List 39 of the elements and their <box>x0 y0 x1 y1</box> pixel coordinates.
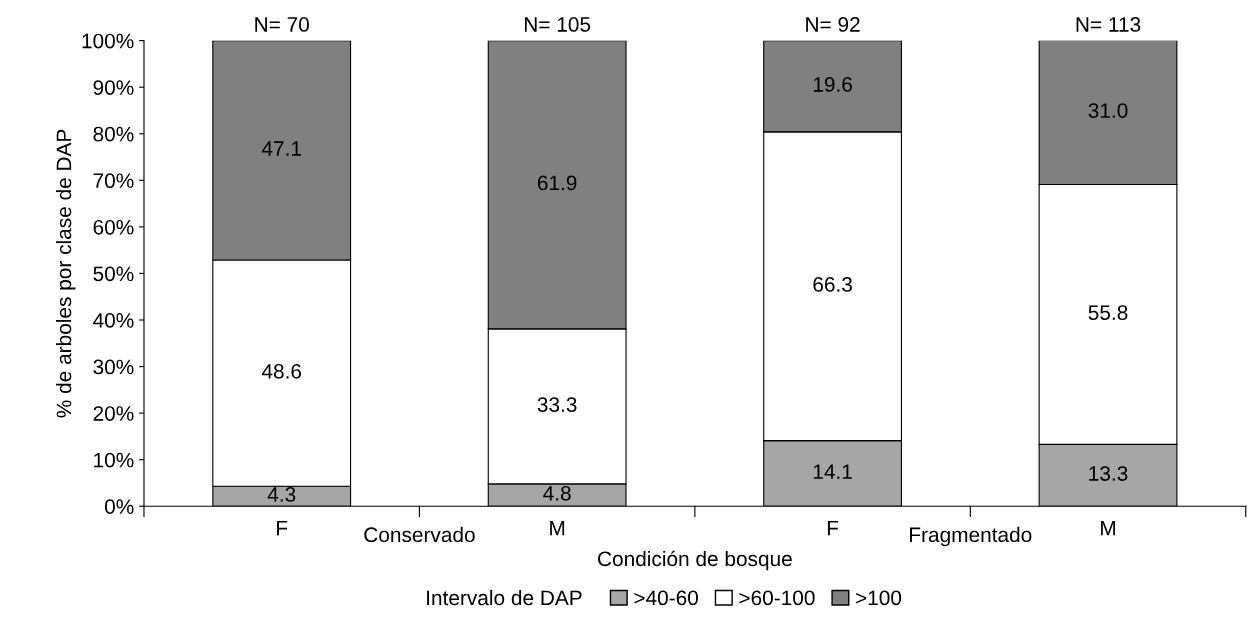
data-label: 13.3 <box>1089 466 1128 481</box>
y-tick-label: 20% <box>93 406 134 421</box>
y-tick-label: 60% <box>93 219 134 235</box>
x-tick-label: F <box>277 520 288 536</box>
text: N= 105 <box>524 17 591 32</box>
data-label: 31.0 <box>1088 103 1128 118</box>
text: N= 113 <box>1076 17 1141 32</box>
data-label: 4.8 <box>543 485 571 501</box>
text: Fragmentado <box>910 526 1032 547</box>
y-axis-title: % de arboles por clase de DAP <box>56 129 76 418</box>
legend-label: >100 <box>856 590 902 606</box>
data-label: 48.6 <box>261 363 302 379</box>
y-tick-label: 50% <box>93 266 134 282</box>
text: N= 92 <box>806 17 860 32</box>
data-label: 14.1 <box>813 464 852 479</box>
y-tick-label: 30% <box>93 359 134 375</box>
legend-title: Intervalo de DAP <box>427 589 582 606</box>
x-tick-label: M <box>550 520 565 536</box>
legend-label: >40-60 <box>634 590 698 606</box>
y-tick-label: 80% <box>93 126 134 142</box>
data-label: 55.8 <box>1088 305 1128 320</box>
legend-label: >60-100 <box>739 590 815 606</box>
text: Conservado <box>364 526 475 543</box>
y-tick-label: 100% <box>82 33 134 49</box>
x-axis-title: Condición de bosque <box>598 550 792 571</box>
data-label: 33.3 <box>537 397 577 412</box>
data-label: 19.6 <box>813 77 852 92</box>
y-tick-label: 70% <box>93 173 134 189</box>
data-label: 47.1 <box>261 141 301 156</box>
data-label: 66.3 <box>813 277 852 292</box>
data-label: 4.3 <box>267 487 296 502</box>
x-tick-label: F <box>827 520 839 536</box>
y-tick-label: 40% <box>93 313 134 328</box>
y-tick-label: 90% <box>93 80 134 95</box>
y-tick-label: 0% <box>104 499 134 514</box>
text: N= 70 <box>255 17 309 32</box>
x-tick-label: M <box>1101 520 1115 536</box>
data-label: 61.9 <box>537 175 577 191</box>
y-tick-label: 10% <box>94 452 134 468</box>
